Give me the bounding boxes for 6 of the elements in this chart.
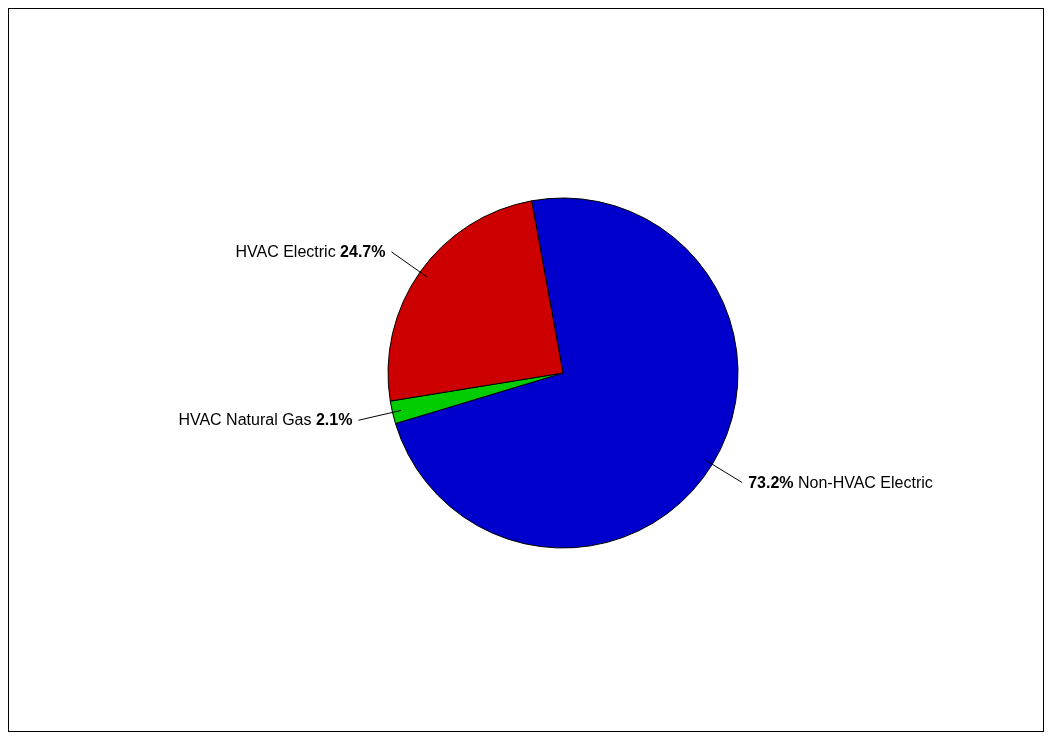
slice-label: HVAC Natural Gas — [178, 411, 316, 429]
data-label: 2.1% — [315, 411, 353, 429]
data-label: 73.2% — [748, 473, 794, 491]
slice-label: HVAC Electric — [235, 242, 341, 260]
slice-label: Non-HVAC Electric — [793, 473, 933, 491]
data-label: 24.7% — [340, 242, 386, 260]
